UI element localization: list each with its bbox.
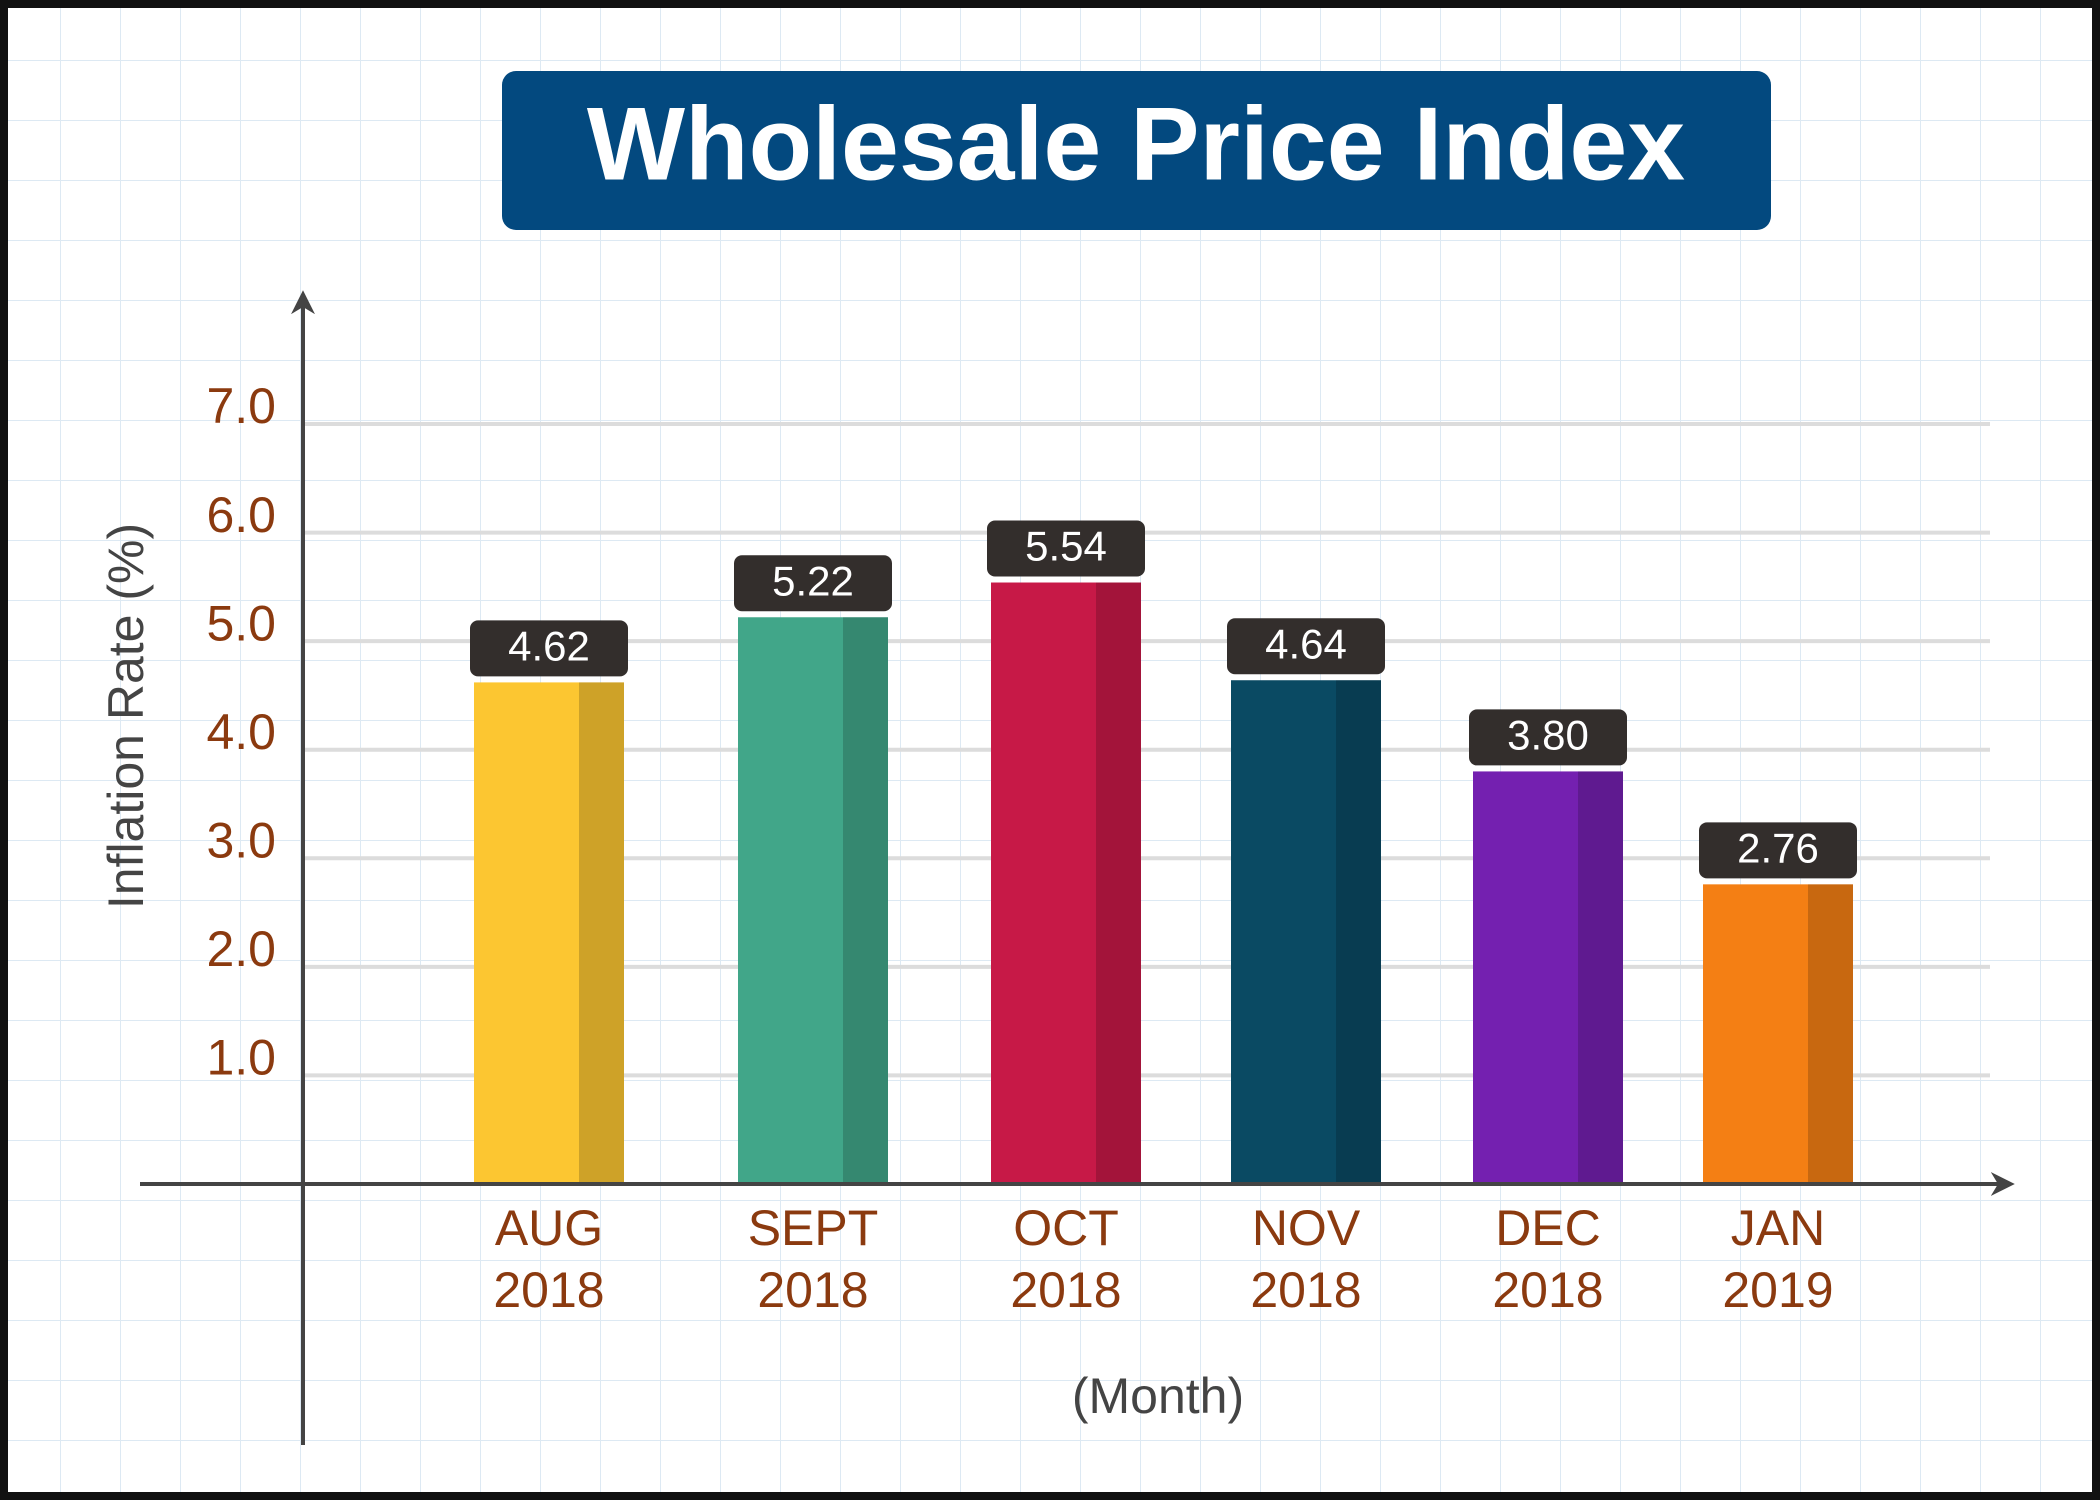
title-box <box>502 71 1771 230</box>
y-tick-label: 3.0 <box>206 812 276 868</box>
chart-title: Wholesale Price Index <box>587 86 1685 202</box>
bar <box>474 682 624 1184</box>
value-label-box <box>470 620 628 677</box>
bar-shade <box>1808 884 1853 1184</box>
y-tick-label: 7.0 <box>206 378 276 434</box>
x-tick-label: OCT 2018 <box>1010 1200 1121 1318</box>
x-tick-label: DEC 2018 <box>1492 1200 1603 1318</box>
bar <box>738 617 888 1184</box>
bar-shade <box>1578 771 1623 1184</box>
bar <box>1473 771 1623 1184</box>
bar-shade <box>1096 582 1141 1184</box>
value-label-box <box>1469 709 1627 766</box>
value-label: 4.62 <box>508 622 590 669</box>
y-tick-label: 4.0 <box>206 704 276 760</box>
x-tick-label: AUG 2018 <box>493 1200 604 1318</box>
value-label: 3.80 <box>1507 712 1589 759</box>
x-tick-label: JAN 2019 <box>1722 1200 1833 1318</box>
bar-shade <box>579 682 624 1184</box>
value-label-box <box>734 555 892 612</box>
value-label: 5.22 <box>772 557 854 604</box>
bar-shade <box>1336 680 1381 1184</box>
x-tick-label: SEPT 2018 <box>748 1200 879 1318</box>
bars: AUG 2018 4.62 SEPT 2018 5.22 OCT 2018 5.54 NOV 201… <box>470 520 1857 1318</box>
y-axis-label: Inflation Rate (%) <box>98 523 154 909</box>
y-tick-label: 5.0 <box>206 595 276 651</box>
value-label: 2.76 <box>1737 824 1819 871</box>
bar <box>991 582 1141 1184</box>
value-label-box <box>1227 618 1385 675</box>
bar-shade <box>843 617 888 1184</box>
value-label-box <box>1699 822 1857 879</box>
x-axis-label: (Month) <box>1072 1368 1244 1424</box>
y-tick-label: 2.0 <box>206 921 276 977</box>
value-label-box <box>987 520 1145 577</box>
bar <box>1703 884 1853 1184</box>
value-label: 5.54 <box>1025 523 1107 570</box>
value-label: 4.64 <box>1265 620 1347 667</box>
x-tick-label: NOV 2018 <box>1250 1200 1361 1318</box>
y-tick-label: 6.0 <box>206 487 276 543</box>
y-tick-label: 1.0 <box>206 1030 276 1086</box>
bar <box>1231 680 1381 1184</box>
